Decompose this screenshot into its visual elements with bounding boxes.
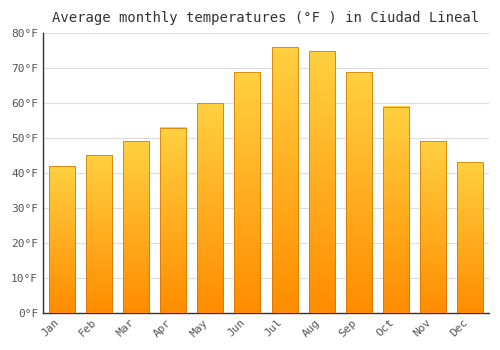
Bar	[48, 166, 74, 313]
Bar	[420, 141, 446, 313]
Title: Average monthly temperatures (°F ) in Ciudad Lineal: Average monthly temperatures (°F ) in Ci…	[52, 11, 480, 25]
Bar	[160, 127, 186, 313]
Bar	[86, 155, 112, 313]
Bar	[346, 72, 372, 313]
Bar	[234, 72, 260, 313]
Bar	[272, 47, 297, 313]
Bar	[308, 51, 334, 313]
Bar	[383, 106, 409, 313]
Bar	[197, 103, 223, 313]
Bar	[123, 141, 149, 313]
Bar	[458, 162, 483, 313]
